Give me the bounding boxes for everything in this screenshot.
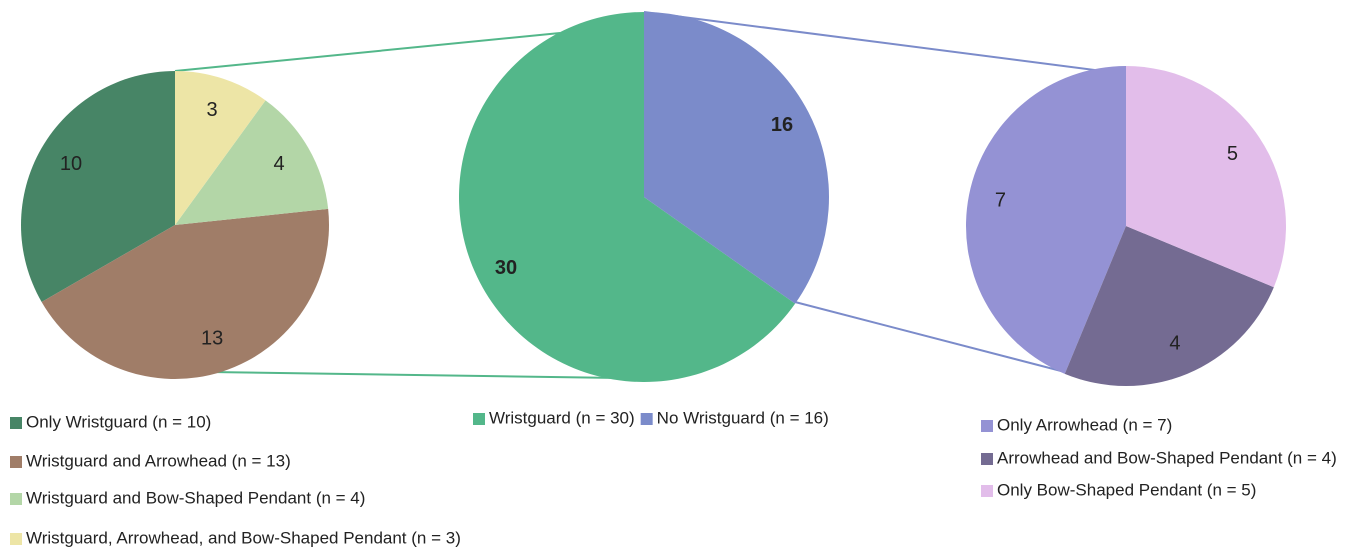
connector-line	[643, 11, 1111, 73]
data-label: 7	[995, 189, 1006, 211]
pie-slice	[1064, 226, 1274, 386]
data-label: 30	[495, 257, 517, 279]
data-label: 3	[207, 99, 218, 121]
legend-label: Only Bow-Shaped Pendant (n = 5)	[997, 480, 1256, 499]
legend-label: No Wristguard (n = 16)	[657, 408, 829, 427]
legend-swatch	[10, 456, 22, 468]
legend-label: Wristguard, Arrowhead, and Bow-Shaped Pe…	[26, 528, 461, 547]
connector-line	[174, 32, 561, 72]
legend-swatch	[981, 453, 993, 465]
pie-slice	[41, 208, 330, 379]
pie-slice	[175, 100, 329, 225]
legend-swatch	[10, 417, 22, 429]
legend-swatch	[640, 413, 653, 425]
connector-line	[794, 301, 1066, 373]
legend-label: Wristguard and Bow-Shaped Pendant (n = 4…	[26, 488, 365, 507]
data-label: 5	[1227, 143, 1238, 165]
legend-label: Wristguard (n = 30)	[489, 408, 635, 427]
data-label: 4	[273, 153, 284, 175]
legend-swatch	[473, 413, 485, 425]
legend-label: Wristguard and Arrowhead (n = 13)	[26, 451, 291, 470]
data-label: 4	[1169, 333, 1180, 355]
legend-swatch	[10, 533, 22, 545]
legend-label: Only Arrowhead (n = 7)	[997, 415, 1172, 434]
pie-slice	[965, 66, 1126, 374]
connector-line	[209, 371, 621, 379]
pie-slice	[459, 12, 796, 382]
data-label: 10	[60, 153, 82, 175]
legend-swatch	[981, 485, 993, 497]
legend-label: Only Wristguard (n = 10)	[26, 412, 211, 431]
legend-swatch	[981, 420, 993, 432]
data-label: 16	[771, 114, 793, 136]
pie-slice	[644, 12, 829, 304]
data-label: 13	[201, 328, 223, 350]
legend-swatch	[10, 493, 22, 505]
pie-slice	[1126, 66, 1286, 288]
legend-label: Arrowhead and Bow-Shaped Pendant (n = 4)	[997, 448, 1337, 467]
pie-slice	[20, 71, 175, 302]
pie-slice	[175, 71, 266, 225]
